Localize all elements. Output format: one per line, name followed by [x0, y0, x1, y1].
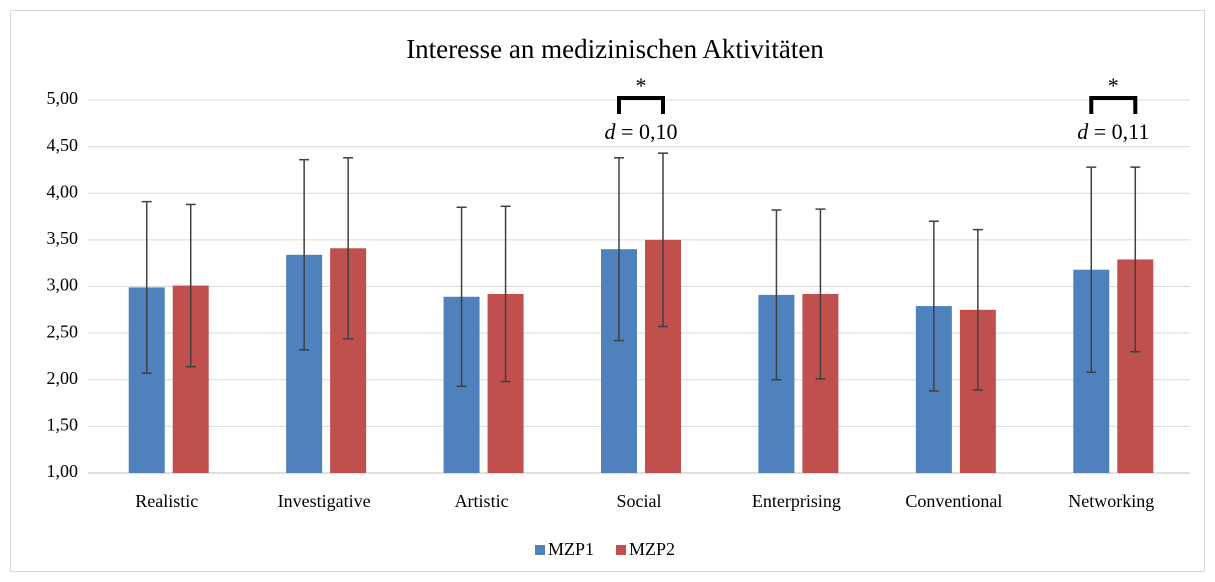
effect-size-label: d = 0,11: [1077, 119, 1149, 144]
legend-swatch: [535, 545, 545, 555]
x-tick-label: Networking: [1068, 491, 1154, 511]
effect-size-label: d = 0,10: [605, 119, 678, 144]
y-tick-label: 4,50: [47, 135, 79, 155]
error-bar: [185, 203, 196, 368]
error-bar: [1130, 166, 1141, 353]
error-bar: [614, 157, 624, 342]
error-bar: [456, 206, 467, 388]
x-tick-label: Investigative: [278, 491, 371, 511]
x-tick-label: Social: [617, 491, 662, 511]
error-bar: [1086, 166, 1097, 374]
y-tick-label: 1,00: [47, 461, 79, 481]
y-tick-label: 5,00: [47, 88, 79, 108]
error-bar: [299, 158, 310, 351]
significance-star: *: [1108, 73, 1119, 98]
y-tick-label: 4,00: [47, 181, 79, 201]
error-bar: [815, 208, 826, 380]
error-bar: [658, 152, 668, 328]
error-bar: [928, 220, 939, 392]
y-tick-label: 2,00: [47, 368, 79, 388]
significance-bracket: [1089, 96, 1138, 114]
error-bar: [771, 209, 782, 381]
x-tick-label: Realistic: [135, 491, 198, 511]
effect-size-symbol: d: [1077, 119, 1089, 144]
effect-size-symbol: d: [605, 119, 617, 144]
y-tick-label: 1,50: [47, 415, 79, 435]
y-tick-label: 3,50: [47, 228, 79, 248]
x-tick-label: Enterprising: [752, 491, 841, 511]
y-tick-label: 3,00: [47, 275, 79, 295]
y-tick-label: 2,50: [47, 321, 79, 341]
legend-label: MZP2: [629, 539, 675, 559]
error-bar: [141, 200, 152, 374]
error-bar: [972, 228, 983, 391]
significance-bracket: [617, 96, 665, 114]
error-bar: [500, 205, 511, 383]
chart-title: Interesse an medizinischen Aktivitäten: [406, 34, 824, 64]
significance-star: *: [636, 73, 647, 98]
legend-swatch: [616, 545, 627, 555]
x-tick-label: Artistic: [455, 491, 509, 511]
legend-label: MZP1: [548, 539, 594, 559]
effect-size-value: = 0,10: [616, 119, 678, 144]
effect-size-value: = 0,11: [1088, 119, 1149, 144]
x-tick-label: Conventional: [905, 491, 1002, 511]
error-bar: [343, 157, 354, 340]
